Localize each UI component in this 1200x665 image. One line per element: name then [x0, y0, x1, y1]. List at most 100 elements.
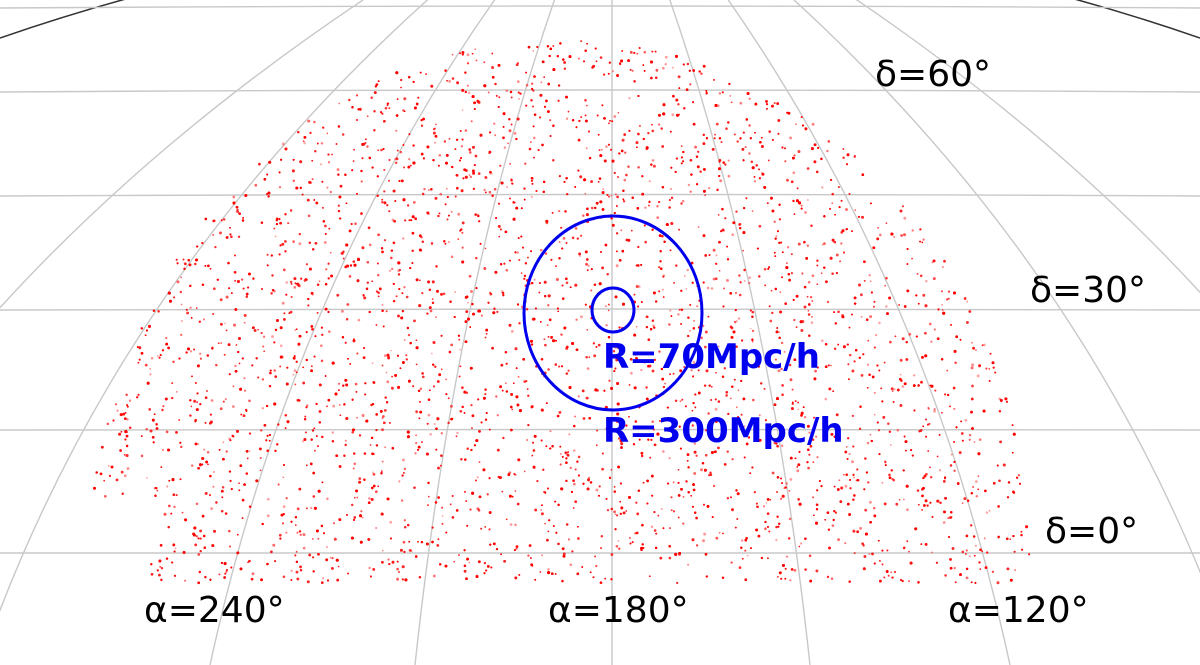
data-point	[539, 248, 543, 252]
data-point	[289, 209, 293, 212]
data-point	[533, 136, 536, 140]
data-point	[614, 346, 617, 350]
data-point	[516, 80, 520, 83]
data-point	[562, 237, 566, 240]
data-point	[674, 399, 678, 403]
data-point	[853, 476, 855, 479]
data-point	[800, 204, 803, 207]
data-point	[495, 94, 498, 97]
data-point	[396, 149, 399, 152]
data-point	[657, 514, 660, 517]
data-point	[598, 485, 601, 488]
data-point	[523, 380, 527, 383]
data-point	[278, 533, 282, 537]
data-point	[934, 389, 937, 392]
data-point	[528, 147, 532, 151]
data-point	[790, 568, 794, 571]
data-point	[145, 477, 148, 479]
data-point	[463, 569, 467, 573]
data-point	[565, 281, 569, 285]
data-point	[434, 196, 438, 200]
data-point	[741, 148, 745, 151]
data-point	[163, 512, 167, 516]
data-point	[514, 523, 517, 527]
data-point	[833, 347, 837, 350]
data-point	[741, 148, 745, 151]
data-point	[999, 440, 1002, 444]
data-point	[307, 214, 311, 218]
data-point	[638, 285, 641, 288]
data-point	[738, 293, 742, 297]
data-point	[844, 450, 848, 454]
data-point	[184, 579, 187, 582]
data-point	[273, 369, 276, 372]
data-point	[451, 516, 455, 519]
data-point	[971, 341, 974, 344]
data-point	[900, 578, 902, 581]
data-point	[369, 444, 372, 446]
data-point	[308, 241, 312, 245]
data-point	[547, 530, 550, 533]
data-point	[775, 538, 778, 541]
data-point	[680, 145, 683, 147]
data-point	[699, 170, 702, 173]
data-point	[896, 428, 900, 432]
data-point	[541, 554, 543, 557]
data-point	[908, 580, 910, 582]
data-point	[860, 315, 863, 318]
data-point	[580, 315, 583, 319]
data-point	[651, 369, 655, 373]
data-point	[623, 151, 627, 154]
data-point	[377, 273, 379, 276]
data-point	[173, 296, 176, 299]
data-point	[440, 334, 443, 337]
data-point	[885, 277, 888, 280]
data-point	[618, 547, 621, 550]
data-point	[747, 281, 751, 285]
data-point	[760, 145, 764, 148]
data-point	[833, 240, 837, 244]
data-point	[764, 284, 767, 287]
data-point	[353, 462, 357, 466]
data-point	[307, 304, 310, 307]
data-point	[329, 251, 332, 254]
data-point	[831, 524, 835, 527]
data-point	[180, 303, 183, 306]
data-point	[552, 525, 555, 527]
data-point	[851, 369, 855, 373]
data-point	[900, 578, 902, 581]
data-point	[810, 224, 813, 227]
data-point	[194, 543, 198, 547]
data-point	[662, 385, 666, 389]
data-point	[392, 189, 396, 193]
data-point	[544, 252, 548, 255]
data-point	[966, 300, 969, 303]
data-point	[442, 292, 446, 296]
data-point	[525, 83, 529, 87]
data-point	[595, 564, 598, 568]
data-point	[232, 405, 235, 408]
data-point	[405, 358, 408, 361]
data-point	[383, 168, 386, 171]
data-point	[683, 366, 686, 368]
data-point	[816, 456, 819, 459]
data-point	[393, 158, 396, 160]
data-point	[560, 226, 563, 229]
data-point	[710, 287, 714, 290]
data-point	[812, 496, 815, 499]
data-point	[893, 235, 896, 239]
data-point	[942, 521, 946, 524]
data-point	[745, 197, 748, 200]
data-point	[502, 436, 505, 440]
data-point	[714, 407, 718, 411]
data-point	[596, 114, 599, 117]
data-point	[395, 129, 398, 132]
data-point	[389, 256, 393, 260]
data-point	[622, 200, 626, 203]
data-point	[574, 415, 577, 418]
data-point	[576, 237, 579, 240]
data-point	[567, 369, 570, 372]
data-point	[497, 224, 501, 228]
data-point	[547, 568, 550, 571]
data-point	[797, 242, 801, 246]
